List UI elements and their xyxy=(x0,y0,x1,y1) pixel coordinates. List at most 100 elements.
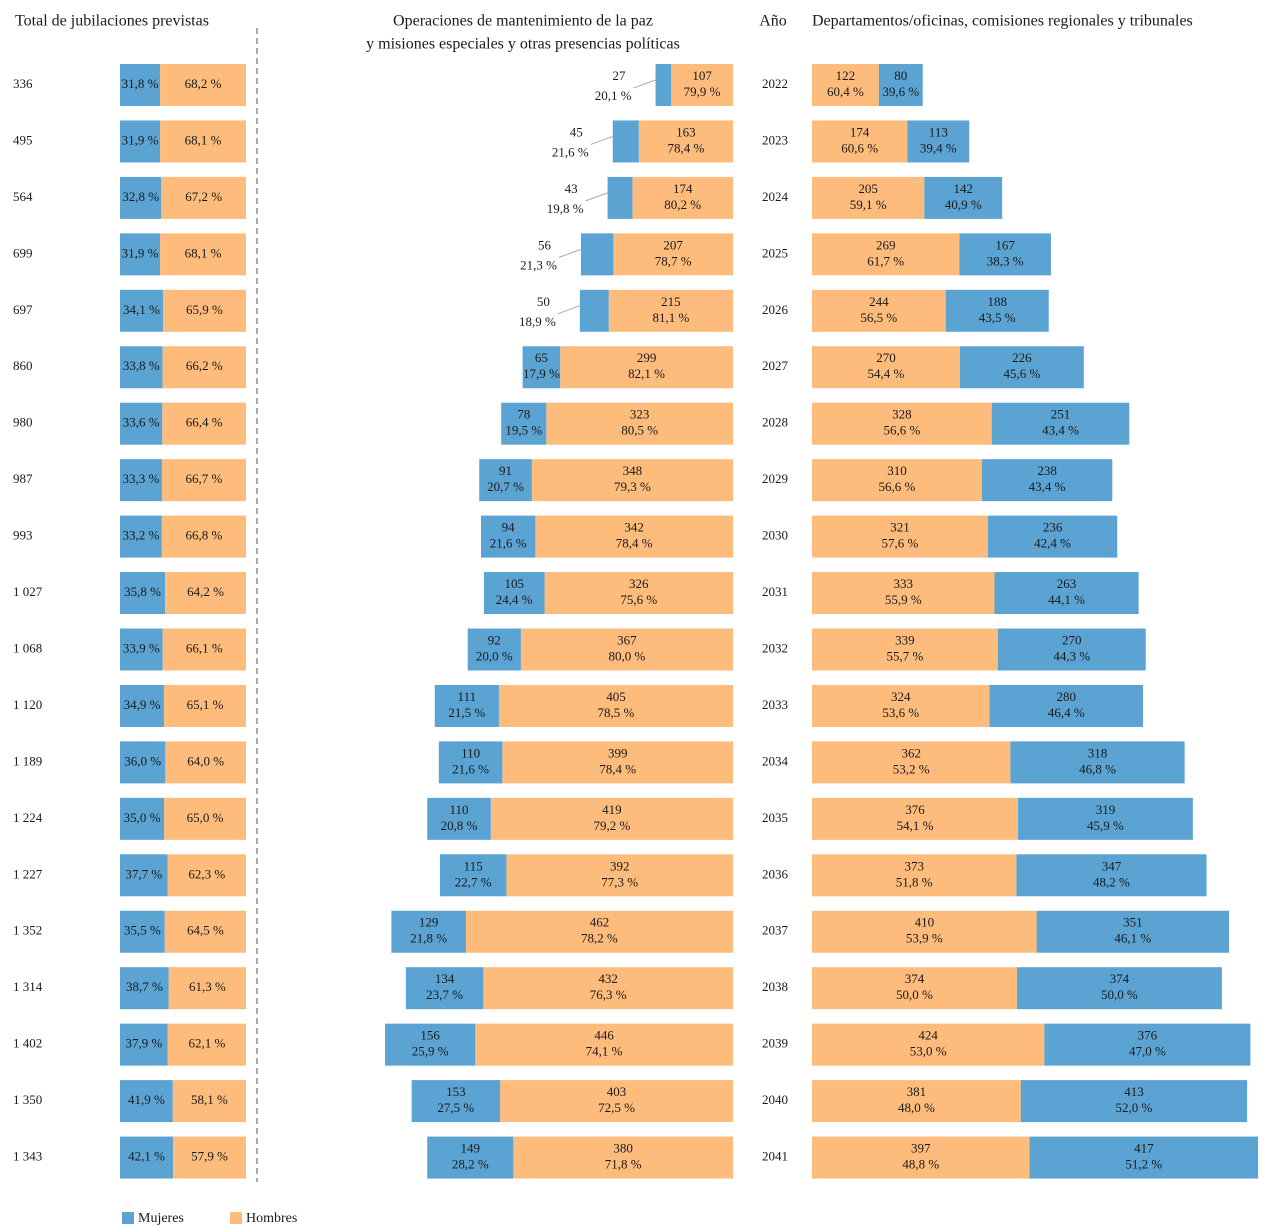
value-label: 280 xyxy=(1057,689,1077,704)
value-label: 163 xyxy=(676,124,696,139)
bar-segment xyxy=(579,289,609,332)
bar-segment xyxy=(120,854,168,897)
share-label: 38,3 % xyxy=(987,253,1024,268)
year-label: 2030 xyxy=(762,528,788,543)
value-label: 347 xyxy=(1102,858,1122,873)
bar-segment xyxy=(812,459,982,502)
share-label: 78,4 % xyxy=(616,536,653,551)
share-label: 53,9 % xyxy=(906,931,943,946)
total-label: 495 xyxy=(13,132,33,147)
bar-segment xyxy=(479,459,532,502)
share-label: 19,5 % xyxy=(505,423,542,438)
value-label: 34,9 % xyxy=(124,697,161,712)
value-label: 61,3 % xyxy=(189,979,226,994)
bar-segment xyxy=(161,176,246,219)
bar-segment xyxy=(1044,1023,1251,1066)
share-label: 43,4 % xyxy=(1042,423,1079,438)
value-label: 62,1 % xyxy=(188,1036,225,1051)
bar-segment xyxy=(160,233,246,276)
value-label: 392 xyxy=(610,858,630,873)
value-label: 167 xyxy=(995,237,1015,252)
bar-segment xyxy=(812,346,960,389)
share-label: 17,9 % xyxy=(523,366,560,381)
share-label: 18,9 % xyxy=(519,314,556,329)
bar-segment xyxy=(165,741,246,784)
bar-segment xyxy=(467,628,521,671)
value-label: 33,8 % xyxy=(123,358,160,373)
value-label: 405 xyxy=(606,689,626,704)
bar-segment xyxy=(546,402,733,445)
value-label: 66,8 % xyxy=(185,528,222,543)
value-label: 339 xyxy=(895,632,915,647)
value-label: 58,1 % xyxy=(191,1092,228,1107)
share-label: 19,8 % xyxy=(547,201,584,216)
share-label: 48,0 % xyxy=(898,1100,935,1115)
total-label: 980 xyxy=(13,415,33,430)
value-label: 367 xyxy=(617,632,637,647)
bar-segment xyxy=(120,628,163,671)
bar-segment xyxy=(120,1080,173,1123)
value-label: 64,2 % xyxy=(187,584,224,599)
share-label: 51,2 % xyxy=(1125,1157,1162,1172)
total-label: 564 xyxy=(13,189,33,204)
share-label: 78,2 % xyxy=(581,931,618,946)
share-label: 45,9 % xyxy=(1087,818,1124,833)
value-label: 33,9 % xyxy=(123,640,160,655)
share-label: 78,4 % xyxy=(667,140,704,155)
bar-segment xyxy=(812,176,925,219)
bar-segment xyxy=(120,346,163,389)
value-label: 321 xyxy=(890,520,910,535)
value-label: 32,8 % xyxy=(122,189,159,204)
bar-segment xyxy=(608,289,733,332)
share-label: 47,0 % xyxy=(1129,1044,1166,1059)
total-label: 1 350 xyxy=(13,1092,42,1107)
value-label: 299 xyxy=(637,350,657,365)
panel-title: y misiones especiales y otras presencias… xyxy=(366,36,680,53)
total-label: 697 xyxy=(13,302,33,317)
share-label: 55,7 % xyxy=(886,648,923,663)
value-label: 374 xyxy=(905,971,925,986)
value-label: 33,3 % xyxy=(123,471,160,486)
value-label: 68,1 % xyxy=(185,132,222,147)
value-label: 269 xyxy=(876,237,896,252)
bar-segment xyxy=(120,120,161,163)
bar-segment xyxy=(167,854,246,897)
value-label: 432 xyxy=(598,971,618,986)
value-label: 188 xyxy=(987,294,1007,309)
value-label: 156 xyxy=(420,1028,440,1043)
share-label: 25,9 % xyxy=(412,1044,449,1059)
share-label: 56,5 % xyxy=(860,310,897,325)
value-label: 78 xyxy=(517,407,530,422)
leader-line xyxy=(558,248,582,258)
value-label: 324 xyxy=(891,689,911,704)
bar-segment xyxy=(812,64,879,106)
value-label: 34,1 % xyxy=(123,302,160,317)
value-label: 424 xyxy=(918,1028,938,1043)
value-label: 27 xyxy=(613,68,627,83)
share-label: 39,6 % xyxy=(882,84,919,99)
value-label: 333 xyxy=(893,576,913,591)
value-label: 326 xyxy=(629,576,649,591)
share-label: 77,3 % xyxy=(601,874,638,889)
share-label: 60,6 % xyxy=(841,140,878,155)
bar-segment xyxy=(483,967,733,1010)
share-label: 74,1 % xyxy=(586,1044,623,1059)
bar-segment xyxy=(120,1023,168,1066)
total-label: 993 xyxy=(13,528,33,543)
bar-segment xyxy=(1036,910,1230,953)
bar-segment xyxy=(506,854,733,897)
value-label: 129 xyxy=(419,915,439,930)
share-label: 78,5 % xyxy=(598,705,635,720)
share-label: 80,0 % xyxy=(609,648,646,663)
value-label: 236 xyxy=(1043,520,1063,535)
bar-segment xyxy=(167,1023,246,1066)
bar-segment xyxy=(168,967,246,1010)
value-label: 64,0 % xyxy=(187,753,224,768)
value-label: 111 xyxy=(458,689,477,704)
share-label: 79,9 % xyxy=(684,84,721,99)
bar-segment xyxy=(160,64,246,106)
share-label: 72,5 % xyxy=(598,1100,635,1115)
total-label: 336 xyxy=(13,76,33,91)
share-label: 79,3 % xyxy=(614,479,651,494)
bar-segment xyxy=(120,1136,174,1179)
